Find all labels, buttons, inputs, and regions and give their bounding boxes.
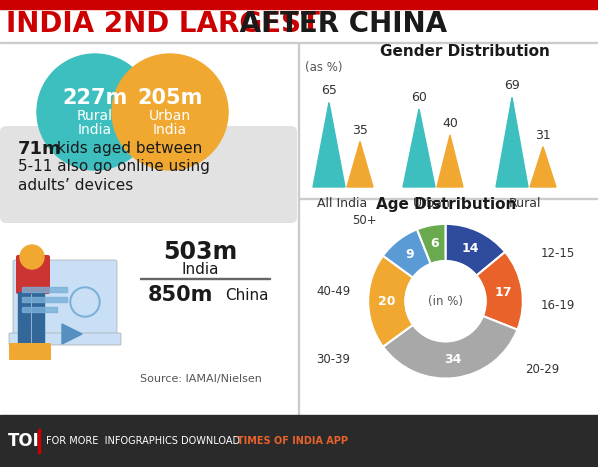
Text: 69: 69 <box>504 79 520 92</box>
Bar <box>4 232 134 407</box>
Text: 14: 14 <box>462 241 479 255</box>
Text: India: India <box>153 123 187 137</box>
Bar <box>0 0 598 9</box>
Text: 40: 40 <box>442 117 458 130</box>
Text: (in %): (in %) <box>428 295 463 308</box>
Polygon shape <box>437 135 463 187</box>
Text: adults’ devices: adults’ devices <box>18 177 133 192</box>
Bar <box>299 198 598 199</box>
Bar <box>38 429 40 453</box>
Bar <box>0 9 598 42</box>
FancyBboxPatch shape <box>13 260 117 339</box>
Polygon shape <box>496 97 528 187</box>
Bar <box>22 287 67 292</box>
Text: Urban: Urban <box>149 109 191 123</box>
Bar <box>298 43 299 415</box>
Text: 503m: 503m <box>163 240 237 264</box>
Bar <box>0 42 598 43</box>
Text: 31: 31 <box>535 129 551 142</box>
Bar <box>32 292 44 347</box>
Text: 12-15: 12-15 <box>541 247 575 260</box>
Wedge shape <box>446 224 505 276</box>
Text: Age Distribution: Age Distribution <box>376 198 516 212</box>
Polygon shape <box>530 147 556 187</box>
Text: INDIA 2ND LARGEST: INDIA 2ND LARGEST <box>6 10 320 38</box>
FancyBboxPatch shape <box>16 255 50 294</box>
Bar <box>140 278 270 279</box>
Text: 71m: 71m <box>18 140 62 158</box>
Text: 60: 60 <box>411 91 427 104</box>
Text: 50+: 50+ <box>352 213 377 226</box>
Text: 17: 17 <box>495 285 512 298</box>
Text: (as %): (as %) <box>305 61 343 73</box>
Text: kids aged between: kids aged between <box>52 142 202 156</box>
Text: Rural: Rural <box>509 197 541 210</box>
Wedge shape <box>368 256 413 347</box>
Text: All India: All India <box>317 197 367 210</box>
Text: 30-39: 30-39 <box>316 353 350 366</box>
FancyBboxPatch shape <box>9 343 51 360</box>
Text: 5-11 also go online using: 5-11 also go online using <box>18 160 210 175</box>
Wedge shape <box>417 224 446 264</box>
Polygon shape <box>347 142 373 187</box>
Text: Gender Distribution: Gender Distribution <box>380 44 550 59</box>
Text: 40-49: 40-49 <box>316 285 350 298</box>
Bar <box>22 307 57 312</box>
Bar <box>18 292 30 347</box>
Text: AFTER CHINA: AFTER CHINA <box>230 10 447 38</box>
Text: 9: 9 <box>405 248 414 261</box>
Bar <box>22 297 67 302</box>
Circle shape <box>72 289 98 315</box>
Text: 227m: 227m <box>62 88 127 108</box>
Text: 35: 35 <box>352 123 368 136</box>
Text: TOI: TOI <box>8 432 39 450</box>
Wedge shape <box>477 252 523 330</box>
Text: 205m: 205m <box>138 88 203 108</box>
Polygon shape <box>62 324 82 344</box>
Circle shape <box>37 54 153 170</box>
Text: 850m: 850m <box>147 285 213 305</box>
Text: India: India <box>181 262 219 276</box>
Text: 34: 34 <box>444 353 462 366</box>
Text: Source: IAMAI/Nielsen: Source: IAMAI/Nielsen <box>140 374 262 384</box>
Circle shape <box>405 261 486 341</box>
Text: FOR MORE  INFOGRAPHICS DOWNLOAD: FOR MORE INFOGRAPHICS DOWNLOAD <box>46 436 246 446</box>
Text: 65: 65 <box>321 85 337 98</box>
Polygon shape <box>403 109 435 187</box>
Text: 20-29: 20-29 <box>525 363 559 376</box>
Text: Rural: Rural <box>77 109 113 123</box>
Circle shape <box>112 54 228 170</box>
FancyBboxPatch shape <box>0 126 297 223</box>
Bar <box>0 415 598 467</box>
Text: 20: 20 <box>378 295 395 308</box>
Text: TIMES OF INDIA APP: TIMES OF INDIA APP <box>237 436 348 446</box>
Text: 6: 6 <box>430 237 439 250</box>
Text: 16-19: 16-19 <box>541 298 575 311</box>
Text: India: India <box>78 123 112 137</box>
Circle shape <box>70 287 100 317</box>
Text: Urban: Urban <box>413 197 451 210</box>
FancyBboxPatch shape <box>9 333 121 345</box>
Circle shape <box>20 245 44 269</box>
Wedge shape <box>383 229 431 277</box>
Wedge shape <box>383 316 517 379</box>
Polygon shape <box>313 102 345 187</box>
Text: China: China <box>225 288 269 303</box>
